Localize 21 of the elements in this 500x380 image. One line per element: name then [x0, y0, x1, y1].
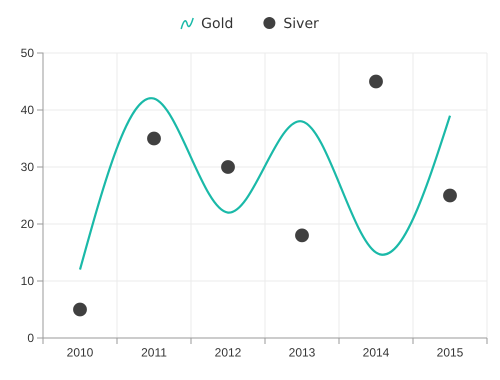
- line-series: [78, 98, 452, 271]
- x-tick-label: 2011: [141, 346, 168, 360]
- y-tick-label: 30: [20, 160, 34, 174]
- legend-label: Siver: [283, 16, 320, 32]
- point: [295, 228, 309, 242]
- point: [369, 74, 383, 88]
- x-tick-label: 2015: [436, 346, 464, 360]
- y-tick-label: 0: [27, 330, 34, 345]
- point: [147, 132, 161, 146]
- x-tick-label: 2013: [288, 346, 316, 360]
- x-tick-label: 2012: [214, 346, 242, 360]
- y-tick-label: 50: [20, 46, 34, 60]
- x-tick-label: 2010: [66, 346, 94, 360]
- point: [221, 160, 235, 174]
- legend-label: Gold: [201, 16, 234, 32]
- y-tick-label: 20: [20, 216, 34, 231]
- y-tick-label: 40: [20, 102, 34, 117]
- y-tick-label: 10: [20, 274, 34, 288]
- x-tick-label: 2014: [362, 346, 390, 360]
- point: [73, 302, 87, 316]
- point: [443, 188, 457, 202]
